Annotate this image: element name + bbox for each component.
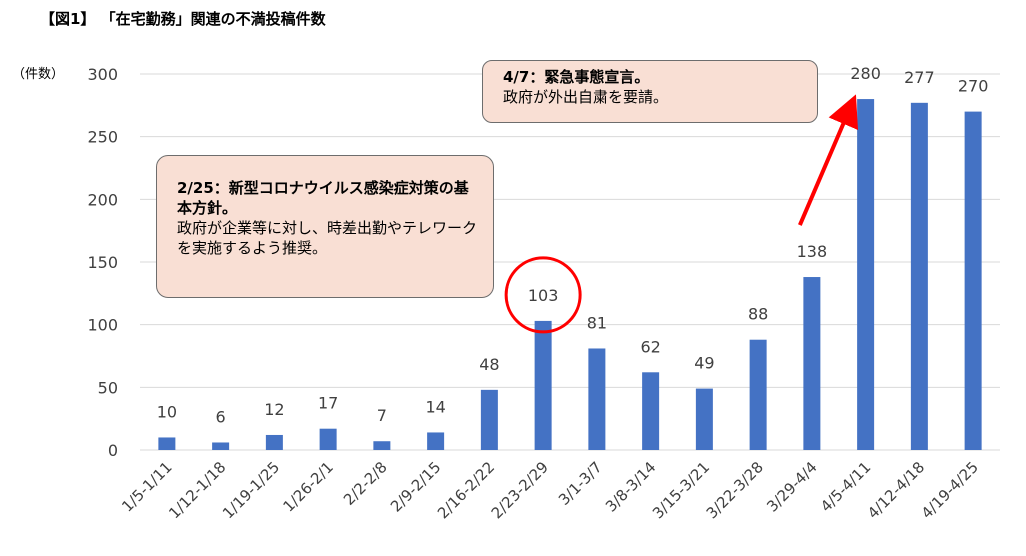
x-tick-label: 2/23-2/29 xyxy=(488,458,552,522)
data-labels: 10 6 12 17 7 14 48 103 81 62 49 88 138 280 277 270 xyxy=(157,64,989,426)
data-label: 6 xyxy=(216,407,226,426)
bar xyxy=(803,277,821,450)
data-label: 49 xyxy=(694,354,714,373)
y-tick-labels: 0 50 100 150 200 250 300 xyxy=(87,65,118,460)
data-label: 12 xyxy=(264,400,284,419)
annotations xyxy=(504,94,859,334)
x-tick-label: 3/22-3/28 xyxy=(703,458,767,522)
y-tick-label: 300 xyxy=(87,65,118,84)
bar xyxy=(158,437,176,450)
data-label: 88 xyxy=(748,305,768,324)
bar xyxy=(265,434,283,450)
bars xyxy=(158,99,982,451)
data-label: 103 xyxy=(528,286,559,305)
x-tick-label: 1/19-1/25 xyxy=(219,458,283,522)
y-tick-label: 0 xyxy=(108,441,118,460)
bar xyxy=(695,388,713,450)
bar xyxy=(319,428,337,450)
data-label: 138 xyxy=(797,242,828,261)
x-tick-label: 3/15-3/21 xyxy=(649,458,713,522)
data-label: 277 xyxy=(904,68,935,87)
highlight-circle xyxy=(504,256,582,334)
callout-right-heading: 4/7：緊急事態宣言。 xyxy=(503,68,650,86)
x-tick-label: 2/16-2/22 xyxy=(434,458,498,522)
data-label: 62 xyxy=(640,337,660,356)
data-label: 10 xyxy=(157,402,177,421)
callout-emergency-4-7: 4/7：緊急事態宣言。 政府が外出自粛を要請。 xyxy=(482,60,818,123)
bar xyxy=(373,441,391,450)
callout-left-body: 政府が企業等に対し、時差出勤やテレワークを実施するよう推奨。 xyxy=(177,219,478,257)
bar xyxy=(427,432,445,450)
y-tick-label: 250 xyxy=(87,128,118,147)
callout-policy-2-25: 2/25：新型コロナウイルス感染症対策の基本方針。 政府が企業等に対し、時差出勤… xyxy=(156,155,494,298)
bar xyxy=(642,372,660,450)
y-tick-label: 150 xyxy=(87,253,118,272)
data-label: 48 xyxy=(479,355,499,374)
callout-right-body: 政府が外出自粛を要請。 xyxy=(503,88,669,106)
bar xyxy=(964,111,982,450)
bar xyxy=(588,348,606,450)
red-arrow xyxy=(798,94,859,226)
y-tick-label: 200 xyxy=(87,190,118,209)
y-axis-unit-label: （件数） xyxy=(12,67,65,82)
data-label: 17 xyxy=(318,394,338,413)
data-label: 270 xyxy=(958,77,989,96)
y-tick-label: 100 xyxy=(87,316,118,335)
bar xyxy=(534,320,552,450)
x-tick-label: 4/19-4/25 xyxy=(918,458,982,522)
x-tick-label: 1/12-1/18 xyxy=(165,458,229,522)
x-tick-label: 1/26-2/1 xyxy=(280,458,337,515)
data-label: 14 xyxy=(425,397,445,416)
data-label: 280 xyxy=(850,64,881,83)
bar xyxy=(749,339,767,450)
data-label: 81 xyxy=(587,313,607,332)
callout-left-heading: 2/25：新型コロナウイルス感染症対策の基本方針。 xyxy=(177,179,469,217)
bar xyxy=(480,389,498,450)
y-tick-label: 50 xyxy=(98,378,118,397)
bar xyxy=(212,442,230,450)
x-tick-label: 4/12-4/18 xyxy=(864,458,928,522)
chart-title: 【図1】 「在宅勤務」関連の不満投稿件数 xyxy=(40,10,326,28)
x-tick-label: 3/1-3/7 xyxy=(555,458,606,509)
x-tick-label: 2/2-2/8 xyxy=(340,458,391,509)
bar xyxy=(910,102,928,451)
x-tick-labels: 1/5-1/111/12-1/181/19-1/251/26-2/1 2/2-2/… xyxy=(118,458,982,522)
bar xyxy=(857,99,875,451)
data-label: 7 xyxy=(377,406,387,425)
x-tick-label: 3/29-4/4 xyxy=(763,458,820,515)
